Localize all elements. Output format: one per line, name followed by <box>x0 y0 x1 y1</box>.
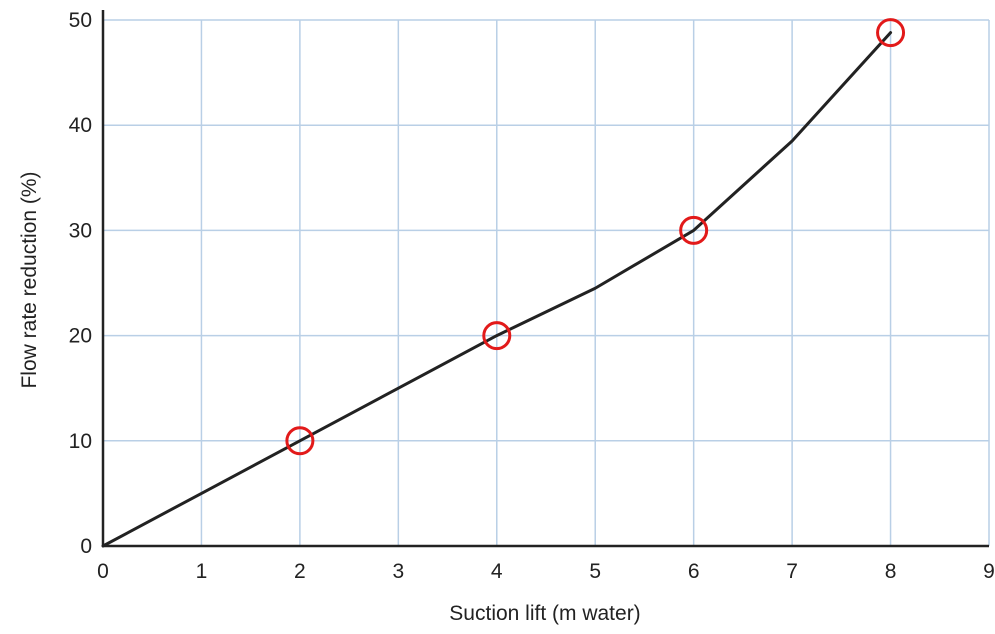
axes <box>101 10 989 548</box>
series-layer <box>101 31 893 548</box>
x-tick-label-9: 9 <box>983 560 995 583</box>
y-tick-label-30: 30 <box>69 219 92 242</box>
y-tick-label-0: 0 <box>80 535 92 558</box>
x-tick-label-2: 2 <box>294 560 306 583</box>
y-tick-label-10: 10 <box>69 430 92 453</box>
marker-layer <box>285 18 906 456</box>
y-axis-label: Flow rate reduction (%) <box>18 171 41 388</box>
x-tick-label-5: 5 <box>589 560 601 583</box>
data-point-2 <box>285 426 315 456</box>
x-tick-label-8: 8 <box>885 560 897 583</box>
x-tick-label-0: 0 <box>97 560 109 583</box>
x-tick-label-3: 3 <box>392 560 404 583</box>
y-tick-label-20: 20 <box>69 325 92 348</box>
x-tick-label-1: 1 <box>196 560 208 583</box>
tick-labels: 0 1 2 3 4 5 6 7 8 9 0 10 20 30 40 50 <box>69 9 995 583</box>
x-tick-label-4: 4 <box>491 560 503 583</box>
x-tick-label-6: 6 <box>688 560 700 583</box>
data-point-6 <box>679 215 709 245</box>
data-point-8 <box>876 18 906 48</box>
x-tick-label-7: 7 <box>786 560 798 583</box>
y-tick-label-50: 50 <box>69 9 92 32</box>
y-tick-label-40: 40 <box>69 114 92 137</box>
x-axis-label: Suction lift (m water) <box>449 602 640 625</box>
grid-lines <box>103 19 990 546</box>
series-line-0 <box>101 31 893 548</box>
data-point-4 <box>482 321 512 351</box>
